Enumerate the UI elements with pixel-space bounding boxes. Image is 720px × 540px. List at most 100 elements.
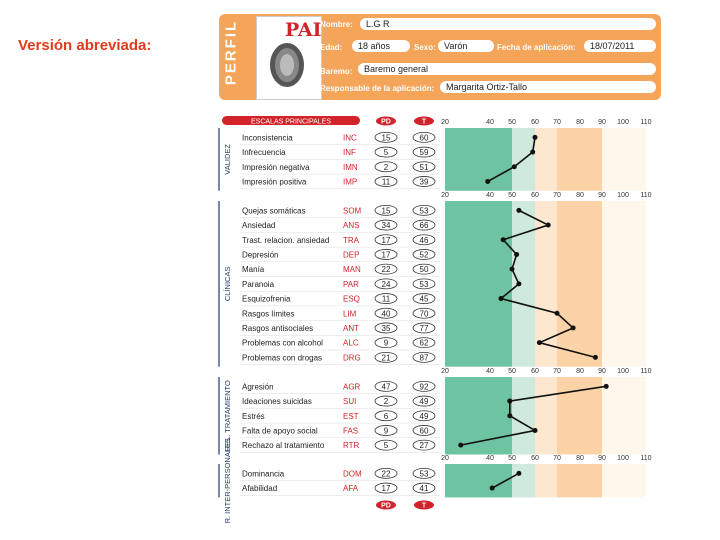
pd-value: 40: [382, 309, 391, 318]
scale-abbr: DEP: [343, 250, 359, 259]
axis-tick-label: 60: [531, 455, 539, 462]
scale-name: Ansiedad: [242, 221, 275, 230]
escalas-header-pill: [222, 116, 360, 125]
pd-value: 35: [382, 324, 391, 333]
pd-value: 24: [382, 280, 391, 289]
scale-name: Inconsistencia: [242, 133, 293, 142]
t-value: 39: [420, 177, 429, 186]
chart-band: [580, 128, 602, 191]
t-header-label: T: [422, 119, 427, 126]
axis-tick-label: 100: [617, 455, 629, 462]
t-value: 49: [420, 397, 429, 406]
axis-tick-label: 110: [640, 192, 651, 199]
scale-name: Depresión: [242, 250, 278, 259]
scale-abbr: PAR: [343, 280, 359, 289]
t-value-oval: [412, 425, 436, 436]
scale-abbr: INF: [343, 148, 356, 157]
profile-point: [536, 340, 542, 346]
axis-tick-label: 20: [441, 119, 449, 126]
t-value-oval: [412, 395, 436, 407]
chart-band: [535, 464, 557, 498]
chart-band: [602, 128, 646, 191]
t-value: 53: [420, 469, 429, 478]
t-value: 77: [420, 324, 429, 333]
scale-abbr: AFA: [343, 484, 359, 493]
pd-value-oval: [374, 351, 398, 363]
t-value: 53: [420, 206, 429, 215]
escalas-header-label: ESCALAS PRINCIPALES: [251, 119, 331, 126]
scale-abbr: EST: [343, 412, 359, 421]
t-value-oval: [412, 131, 436, 143]
head-silhouette-icon: [270, 43, 304, 87]
t-value: 46: [420, 236, 429, 245]
pd-value: 15: [382, 206, 391, 215]
pd-value: 11: [382, 295, 391, 304]
scale-name: Esquizofrenia: [242, 295, 291, 304]
scale-name: Infrecuencia: [242, 148, 286, 157]
axis-tick-label: 80: [576, 368, 584, 375]
axis-tick-label: 110: [640, 368, 651, 375]
axis-tick-label: 20: [441, 455, 449, 462]
scale-name: Impresión positiva: [242, 177, 307, 186]
scale-abbr: TRA: [343, 236, 360, 245]
scale-abbr: RTR: [343, 441, 360, 450]
pd-value: 17: [382, 484, 391, 493]
axis-tick-label: 100: [617, 119, 629, 126]
chart-band: [535, 377, 557, 455]
axis-tick-label: 80: [576, 192, 584, 199]
profile-point: [498, 296, 504, 302]
scale-abbr: LIM: [343, 309, 357, 318]
pd-value-oval: [374, 410, 398, 422]
scale-name: Ideaciones suicidas: [242, 397, 312, 406]
axis-tick-label: 20: [441, 368, 449, 375]
section-label: VALIDEZ: [223, 144, 232, 175]
t-value-oval: [412, 234, 436, 246]
chart-band: [557, 464, 580, 498]
t-value-oval: [412, 204, 436, 216]
axis-tick-label: 20: [441, 192, 449, 199]
t-value-oval: [412, 161, 436, 173]
axis-tick-label: 50: [508, 368, 516, 375]
chart-band: [445, 377, 512, 455]
chart-band: [445, 128, 512, 191]
pd-value-oval: [374, 278, 398, 290]
chart-band: [557, 201, 580, 367]
pd-footer-pill: [376, 500, 396, 510]
chart-band: [557, 128, 580, 191]
t-header-pill: [414, 116, 434, 126]
profile-point: [458, 442, 464, 448]
t-value-oval: [412, 146, 436, 158]
pd-value: 11: [382, 177, 391, 186]
chart-band: [580, 201, 602, 367]
axis-tick-label: 80: [576, 455, 584, 462]
axis-tick-label: 40: [486, 368, 494, 375]
t-value-oval: [412, 482, 436, 494]
sexo-field: Varón: [438, 40, 494, 52]
t-value: 52: [420, 250, 429, 259]
axis-tick-label: 40: [486, 192, 494, 199]
scale-abbr: FAS: [343, 426, 358, 435]
profile-point: [532, 427, 538, 433]
scale-abbr: IMN: [343, 163, 358, 172]
axis-tick-label: 70: [553, 368, 561, 375]
axis-tick-label: 40: [486, 119, 494, 126]
pai-cover-image: PAI: [256, 16, 322, 100]
t-value-oval: [412, 380, 436, 392]
profile-point: [516, 281, 522, 287]
scale-name: Falta de apoyo social: [242, 426, 318, 435]
pd-value-oval: [374, 176, 398, 187]
pd-value-oval: [374, 380, 398, 392]
profile-point: [507, 413, 513, 419]
t-value: 59: [420, 148, 429, 157]
pd-value-oval: [374, 204, 398, 216]
t-value-oval: [412, 307, 436, 319]
axis-tick-label: 60: [531, 192, 539, 199]
pd-value-oval: [374, 337, 398, 349]
t-value-oval: [412, 337, 436, 349]
scale-name: Impresión negativa: [242, 163, 310, 172]
chart-band: [602, 464, 646, 498]
pd-value: 5: [384, 441, 389, 450]
chart-band: [512, 377, 535, 455]
pd-value-oval: [374, 293, 398, 304]
nombre-label: Nombre:: [320, 20, 353, 29]
